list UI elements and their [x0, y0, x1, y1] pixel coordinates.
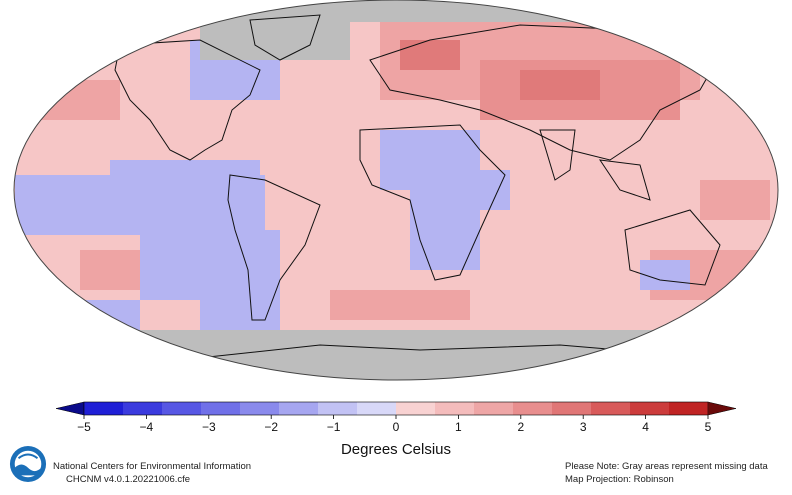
colorbar-tick-label: −3	[202, 420, 216, 434]
colorbar-tick-label: 5	[705, 420, 712, 434]
colorbar-title: Degrees Celsius	[340, 441, 452, 458]
footer-dataset-version: CHCNM v4.0.1.20221006.cfe	[66, 474, 191, 485]
colorbar-over-arrow	[707, 401, 737, 416]
globe-outline	[13, 0, 779, 381]
footer-missing-note: Please Note: Gray areas represent missin…	[565, 461, 768, 472]
colorbar-tick-label: 4	[642, 420, 649, 434]
colorbar-segment	[669, 402, 709, 415]
colorbar-segment	[240, 402, 280, 415]
colorbar-tick-label: −4	[140, 420, 154, 434]
colorbar-tick-label: −1	[327, 420, 341, 434]
footer-credit: National Centers for Environmental Infor…	[53, 460, 251, 486]
colorbar-segment	[84, 402, 124, 415]
colorbar-under-arrow	[55, 401, 85, 416]
map-globe	[14, 0, 778, 380]
colorbar-ticks: −5 −4 −3 −2 −1 0 1 2 3 4 5	[77, 415, 712, 434]
robinson-map	[13, 0, 779, 381]
colorbar-segment	[357, 402, 397, 415]
missing-data-south	[14, 330, 778, 380]
colorbar-segment	[201, 402, 241, 415]
footer-agency: National Centers for Environmental Infor…	[53, 461, 252, 472]
colorbar-tick-label: 2	[517, 420, 524, 434]
colorbar-tick-label: 1	[455, 420, 462, 434]
colorbar-segment	[162, 402, 202, 415]
missing-data-north	[14, 0, 778, 22]
colorbar-segment	[513, 402, 553, 415]
colorbar-segment	[591, 402, 631, 415]
colorbar-tick-label: −5	[77, 420, 91, 434]
colorbar-segment	[630, 402, 670, 415]
footer-projection-note: Map Projection: Robinson	[565, 474, 674, 485]
colorbar-segment	[279, 402, 319, 415]
colorbar-segment	[552, 402, 592, 415]
noaa-logo	[9, 445, 47, 483]
colorbar-segment	[435, 402, 475, 415]
missing-data-greenland	[200, 20, 350, 60]
colorbar: −5 −4 −3 −2 −1 0 1 2 3 4 5	[55, 401, 737, 434]
coastlines	[114, 14, 746, 361]
temperature-anomaly-map	[13, 0, 779, 381]
colorbar-tick-label: 3	[580, 420, 587, 434]
colorbar-segment	[474, 402, 514, 415]
colorbar-tick-label: −2	[264, 420, 278, 434]
colorbar-segment	[123, 402, 163, 415]
colorbar-segments	[55, 401, 737, 416]
colorbar-segment	[318, 402, 358, 415]
colorbar-segment	[396, 402, 436, 415]
footer-notes: Please Note: Gray areas represent missin…	[565, 460, 768, 486]
colorbar-tick-label: 0	[393, 420, 400, 434]
